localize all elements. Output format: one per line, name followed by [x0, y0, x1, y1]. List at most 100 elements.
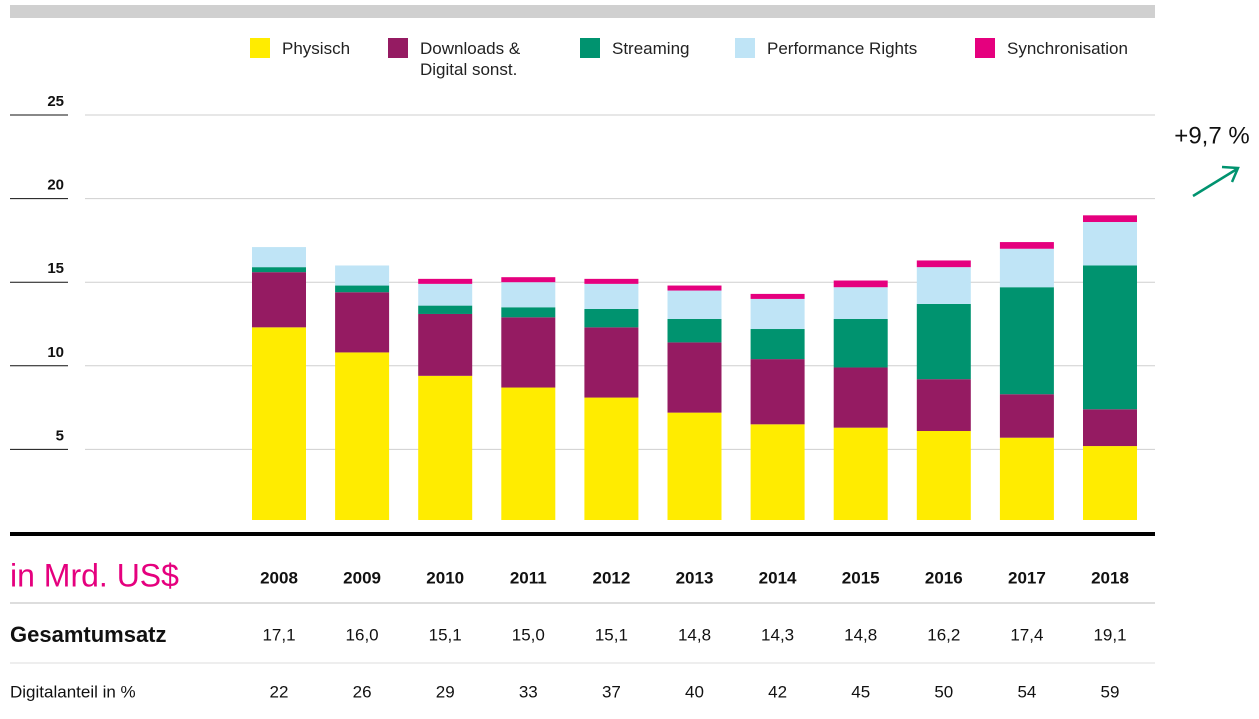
legend-item: Downloads & Digital sonst. — [420, 39, 521, 79]
year-label: 2010 — [426, 568, 464, 587]
table-cell: 50 — [934, 682, 953, 701]
year-label: 2008 — [260, 568, 298, 587]
row-label: Gesamtumsatz — [10, 622, 167, 647]
bar-segment — [1083, 265, 1137, 410]
legend-swatch — [735, 38, 755, 58]
legend-label: Performance Rights — [767, 39, 918, 58]
top-band — [10, 5, 1155, 18]
bar-segment — [999, 248, 1054, 288]
table-cell: 42 — [768, 682, 787, 701]
bar-segment — [252, 247, 306, 268]
legend-label: Physisch — [282, 39, 351, 58]
y-tick-label: 20 — [47, 177, 64, 194]
table-cell: 17,4 — [1010, 625, 1043, 644]
table-cell: 14,8 — [844, 625, 877, 644]
legend-swatch — [975, 38, 995, 58]
bar-segment — [916, 379, 971, 432]
bar-segment — [833, 280, 888, 288]
bar-segment — [750, 293, 805, 299]
year-label: 2013 — [676, 568, 714, 587]
growth-arrow — [1192, 165, 1240, 198]
bar-segment — [501, 282, 556, 308]
legend-label: Downloads & Digital sonst. — [420, 39, 521, 79]
bar-segment — [584, 327, 639, 398]
bar-segment — [1083, 409, 1137, 447]
bar-segment — [1083, 446, 1137, 533]
legend-label: Streaming — [612, 39, 690, 58]
table-cell: 45 — [851, 682, 870, 701]
bar-segment — [252, 327, 306, 533]
bar-segment — [418, 375, 473, 533]
legend-item: Synchronisation — [1007, 39, 1128, 58]
bar-segment — [833, 318, 888, 368]
table-cell: 26 — [353, 682, 372, 701]
bar-segment — [750, 329, 805, 360]
baseline-gap — [85, 520, 1155, 533]
bar-segment — [584, 308, 639, 328]
bar-segment — [335, 352, 390, 533]
bar-segment — [418, 278, 473, 284]
table-cell: 29 — [436, 682, 455, 701]
table-cell: 17,1 — [262, 625, 295, 644]
year-label: 2012 — [592, 568, 630, 587]
year-label: 2009 — [343, 568, 381, 587]
year-label: 2017 — [1008, 568, 1046, 587]
year-label: 2016 — [925, 568, 963, 587]
bar-segment — [501, 307, 556, 318]
bar-segment — [833, 427, 888, 533]
bar-segment — [501, 387, 556, 533]
bar-segment — [999, 394, 1054, 438]
legend-swatch — [250, 38, 270, 58]
bar-segment — [916, 431, 971, 533]
bar-segment — [916, 303, 971, 380]
table-cell: 14,3 — [761, 625, 794, 644]
legend-item: Streaming — [612, 39, 690, 58]
table-cell: 15,1 — [429, 625, 462, 644]
bar-segment — [750, 424, 805, 533]
row-label: Digitalanteil in % — [10, 682, 136, 701]
bar-segment — [667, 290, 722, 319]
annotation: +9,7 % — [1174, 122, 1249, 149]
bar-segment — [667, 342, 722, 413]
bar-segment — [750, 359, 805, 425]
bar-segment — [418, 305, 473, 314]
bar-segment — [501, 277, 556, 283]
bar-segment — [418, 313, 473, 376]
bar-segment — [667, 318, 722, 343]
bar-segment — [335, 292, 390, 353]
bar-segment — [1083, 215, 1137, 223]
bar-segment — [335, 285, 390, 293]
table-cell: 59 — [1101, 682, 1120, 701]
bar-segment — [335, 265, 390, 286]
bar-segment — [418, 283, 473, 306]
table-cell: 33 — [519, 682, 538, 701]
table-cell: 19,1 — [1093, 625, 1126, 644]
bar-segment — [252, 267, 306, 273]
year-label: 2015 — [842, 568, 880, 587]
bar-segment — [916, 267, 971, 304]
bar-segment — [667, 412, 722, 533]
bar-segment — [501, 317, 556, 388]
y-tick-label: 25 — [47, 93, 64, 110]
table-cell: 16,2 — [927, 625, 960, 644]
bar-segment — [999, 437, 1054, 533]
bar-segment — [584, 397, 639, 533]
table-cell: 54 — [1017, 682, 1036, 701]
table-cell: 40 — [685, 682, 704, 701]
bar-segment — [667, 285, 722, 291]
year-label: 2014 — [759, 568, 797, 587]
table-cell: 22 — [270, 682, 289, 701]
bar-segment — [916, 260, 971, 268]
y-tick-label: 15 — [47, 260, 64, 277]
table-cell: 37 — [602, 682, 621, 701]
bar-segment — [584, 278, 639, 284]
bar-segment — [252, 272, 306, 328]
bar-segment — [999, 242, 1054, 249]
table-cell: 15,0 — [512, 625, 545, 644]
bar-segment — [833, 367, 888, 428]
bar-segment — [999, 287, 1054, 395]
legend-swatch — [580, 38, 600, 58]
table-cell: 14,8 — [678, 625, 711, 644]
